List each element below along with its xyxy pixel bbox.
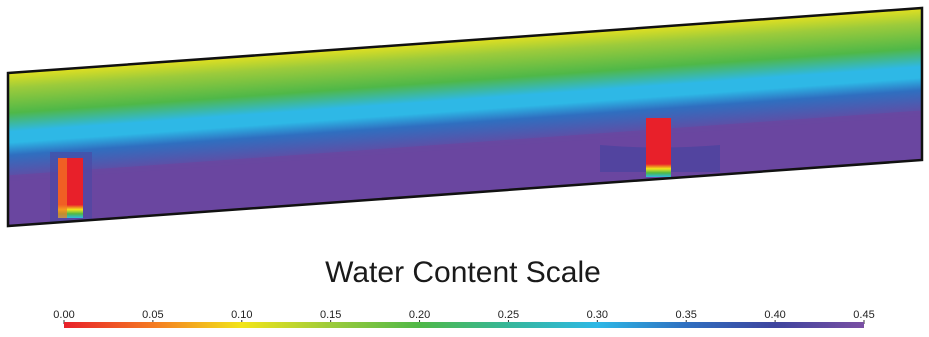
tick-label-0: 0.00 [53, 309, 74, 321]
tick-label-8: 0.40 [764, 309, 785, 321]
right-column [646, 118, 671, 177]
tick-label-9: 0.45 [853, 309, 874, 321]
left-wet-column [50, 152, 92, 222]
legend-ticks: 0.00 0.05 0.10 0.15 0.20 0.25 0.30 0.35 0.40 0.45 [53, 309, 874, 321]
tick-label-6: 0.30 [587, 309, 608, 321]
tick-label-2: 0.10 [231, 309, 252, 321]
tick-label-1: 0.05 [142, 309, 163, 321]
tick-label-7: 0.35 [676, 309, 697, 321]
soil-domain [8, 8, 922, 226]
scale-title: Water Content Scale [325, 256, 601, 289]
left-column-edge [58, 158, 67, 218]
tick-label-3: 0.15 [320, 309, 341, 321]
right-wet-column [600, 118, 720, 177]
domain-outline [6, 6, 924, 228]
legend-colorbar [64, 322, 864, 328]
tick-label-5: 0.25 [498, 309, 519, 321]
tick-label-4: 0.20 [409, 309, 430, 321]
bottom-layer [8, 109, 922, 226]
